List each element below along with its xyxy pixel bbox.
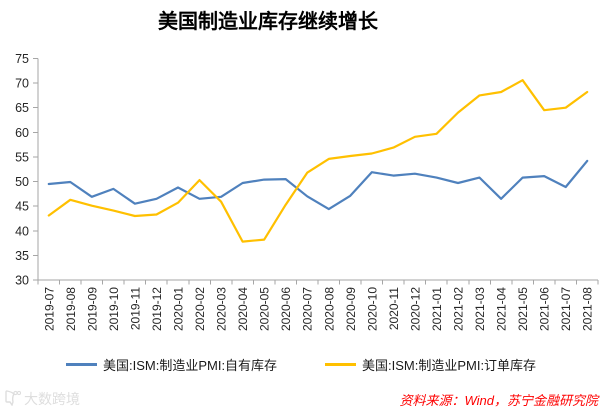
x-axis-label: 2021-07: [559, 287, 573, 331]
x-axis-label: 2020-07: [301, 287, 315, 331]
x-axis-label: 2019-11: [128, 287, 142, 330]
x-axis-label: 2021-01: [430, 287, 444, 331]
x-axis-label: 2020-01: [172, 287, 186, 331]
x-axis-label: 2020-08: [322, 287, 336, 331]
source-note: 资料来源：Wind，苏宁金融研究院: [399, 393, 598, 408]
chart-title: 美国制造业库存继续增长: [158, 11, 378, 33]
yellow-line-swatch: [325, 362, 356, 366]
axis-lines: [37, 58, 598, 281]
x-axis-label: 2019-10: [107, 287, 121, 331]
y-axis-label: 60: [15, 126, 29, 140]
x-axis-label: 2021-06: [538, 287, 552, 331]
x-axis-label: 2020-09: [344, 287, 358, 331]
series-line-1: [47, 79, 589, 243]
x-axis-label: 2020-02: [193, 287, 207, 331]
x-axis-label: 2020-10: [365, 287, 379, 331]
y-axis-label: 35: [15, 249, 29, 263]
watermark-text: 大数跨境: [24, 391, 80, 407]
x-axis-label: 2020-03: [215, 287, 229, 331]
y-axis-label: 40: [15, 224, 29, 238]
legend-item-order-backlog: 美国:ISM:制造业PMI:订单库存: [325, 355, 536, 373]
x-axis-label: 2021-04: [495, 287, 509, 331]
x-axis-label: 2020-06: [279, 287, 293, 331]
blue-line-swatch: [66, 362, 97, 366]
y-axis-label: 55: [15, 150, 29, 164]
legend: 美国:ISM:制造业PMI:自有库存 美国:ISM:制造业PMI:订单库存: [0, 355, 602, 373]
watermark-logo-icon: [4, 389, 22, 409]
y-axis-label: 65: [15, 101, 29, 115]
x-axis-label: 2021-02: [452, 287, 466, 331]
y-axis-label: 70: [15, 77, 29, 91]
y-axis-label: 75: [15, 52, 29, 66]
plot-svg: 30 35 40 45 50 55 60 65 70 75 2019-07 2019-08 2019-0…: [15, 52, 599, 331]
y-axis-label: 45: [15, 200, 29, 214]
x-axis-label: 2019-12: [150, 287, 164, 331]
x-axis-label: 2021-03: [473, 287, 487, 331]
y-axis-label: 30: [15, 274, 29, 288]
x-axis-label: 2020-05: [258, 287, 272, 331]
legend-item-own-inventory: 美国:ISM:制造业PMI:自有库存: [66, 355, 277, 373]
watermark: 大数跨境: [4, 389, 80, 409]
x-axis-label: 2020-12: [408, 287, 422, 331]
x-axis-label: 2021-05: [516, 287, 530, 331]
y-axis-label: 50: [15, 175, 29, 189]
x-axis-label: 2020-11: [387, 287, 401, 330]
series-line-0: [47, 159, 589, 211]
x-axis-label: 2019-07: [42, 287, 56, 331]
x-axis-label: 2019-08: [64, 287, 78, 331]
x-axis-label: 2021-08: [581, 287, 595, 331]
legend-label: 美国:ISM:制造业PMI:订单库存: [362, 357, 537, 373]
x-axis-label: 2019-09: [85, 287, 99, 331]
x-axis-label: 2020-04: [236, 287, 250, 331]
legend-label: 美国:ISM:制造业PMI:自有库存: [103, 357, 278, 373]
